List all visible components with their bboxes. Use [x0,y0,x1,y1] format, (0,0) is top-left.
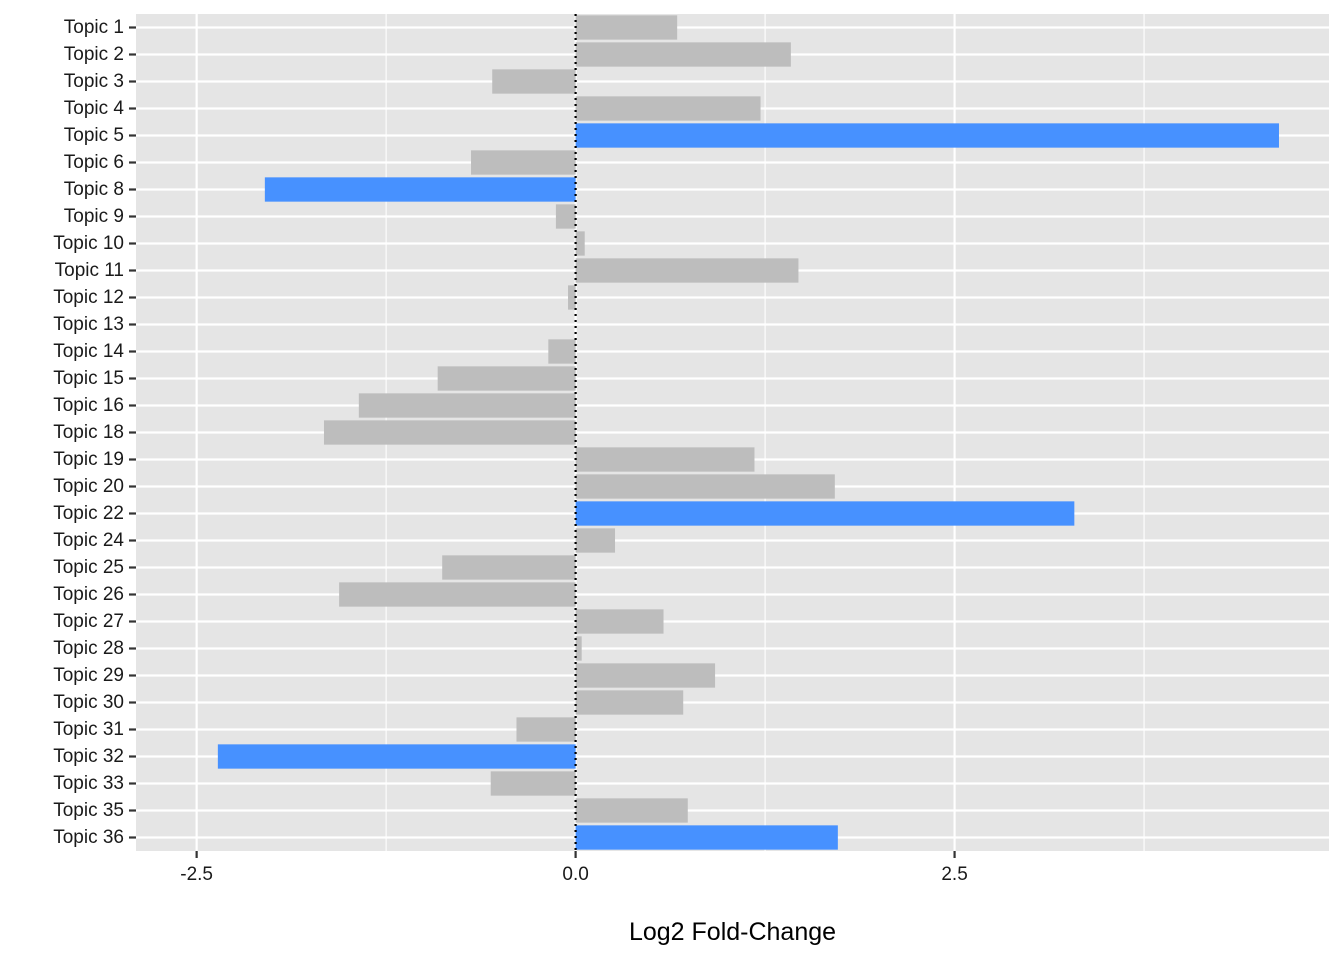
bar-topic-33 [490,771,576,796]
bar-topic-15 [437,366,576,391]
y-tick-label: Topic 20 [53,476,124,497]
bar-topic-26 [339,582,576,607]
bar-topic-1 [575,15,678,40]
y-tick-label: Topic 5 [64,125,124,146]
y-tick-label: Topic 13 [53,314,124,335]
bar-topic-5 [575,123,1279,148]
bar-topic-4 [575,96,761,121]
y-tick-label: Topic 3 [64,71,124,92]
y-tick-label: Topic 31 [53,719,124,740]
bar-topic-3 [492,69,576,94]
bar-topic-32 [217,744,576,769]
y-tick-label: Topic 29 [53,665,124,686]
y-tick-label: Topic 9 [64,206,124,227]
bar-topic-36 [575,825,838,850]
bar-topic-20 [575,474,835,499]
y-tick-label: Topic 10 [53,233,124,254]
y-tick-label: Topic 27 [53,611,124,632]
y-tick-label: Topic 6 [64,152,124,173]
bar-topic-24 [575,528,616,553]
bar-topic-19 [575,447,755,472]
x-axis-title: Log2 Fold-Change [629,918,836,946]
bar-topic-6 [471,150,576,175]
bar-topic-25 [442,555,576,580]
y-tick-label: Topic 32 [53,746,124,767]
y-tick-label: Topic 12 [53,287,124,308]
y-tick-label: Topic 18 [53,422,124,443]
y-tick-label: Topic 26 [53,584,124,605]
y-tick-label: Topic 24 [53,530,124,551]
bar-topic-11 [575,258,799,283]
y-tick-label: Topic 15 [53,368,124,389]
y-tick-label: Topic 33 [53,773,124,794]
y-tick-label: Topic 8 [64,179,124,200]
bars [217,15,1279,850]
y-tick-label: Topic 2 [64,44,124,65]
x-axis: -2.5 0.0 2.5 [180,851,968,885]
x-tick-label: 2.5 [941,864,967,885]
bar-topic-22 [575,501,1075,526]
y-tick-label: Topic 28 [53,638,124,659]
y-tick-label: Topic 22 [53,503,124,524]
bar-topic-18 [323,420,576,445]
bar-topic-14 [548,339,576,364]
y-tick-label: Topic 36 [53,827,124,848]
bar-topic-12 [568,285,576,310]
x-tick-label: -2.5 [180,864,213,885]
y-tick-label: Topic 11 [55,260,124,281]
bar-topic-29 [575,663,716,688]
y-tick-label: Topic 16 [53,395,124,416]
bar-topic-30 [575,690,684,715]
y-tick-label: Topic 14 [53,341,124,362]
y-tick-label: Topic 1 [64,17,124,38]
bar-topic-16 [358,393,576,418]
y-tick-label: Topic 19 [53,449,124,470]
bar-topic-35 [575,798,688,823]
x-tick-label: 0.0 [562,864,588,885]
y-tick-label: Topic 4 [64,98,125,119]
y-tick-label: Topic 25 [53,557,124,578]
y-axis: Topic 1 Topic 2 Topic 3 Topic 4 Topic 5 Topic… [53,17,136,848]
y-tick-label: Topic 30 [53,692,124,713]
bar-topic-2 [575,42,791,67]
bar-topic-9 [555,204,576,229]
bar-topic-28 [575,636,582,661]
bar-topic-8 [264,177,576,202]
bar-topic-27 [575,609,664,634]
bar-topic-31 [516,717,576,742]
bar-topic-10 [575,231,585,256]
y-tick-label: Topic 35 [53,800,124,821]
